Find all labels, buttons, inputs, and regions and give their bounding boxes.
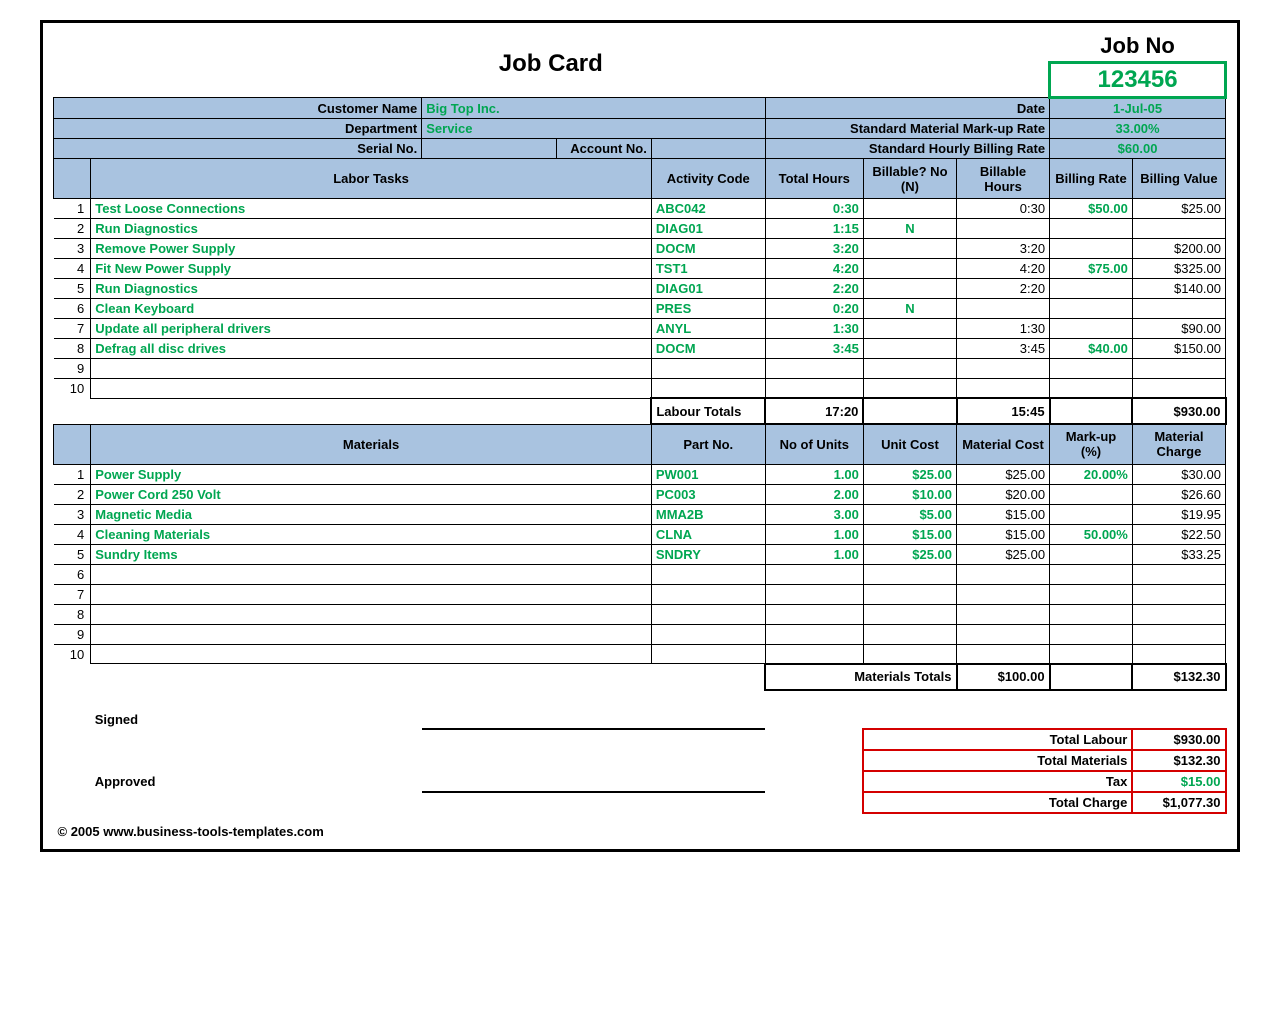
material-row: 7 — [54, 584, 1226, 604]
mat-col-markup: Mark-up (%) — [1050, 424, 1133, 464]
labor-row: 4 Fit New Power Supply TST1 4:20 4:20 $7… — [54, 259, 1226, 279]
approved-line[interactable] — [422, 771, 765, 792]
tax-value[interactable]: $15.00 — [1132, 771, 1225, 792]
labour-totals-value: $930.00 — [1132, 398, 1225, 424]
material-row: 10 — [54, 644, 1226, 664]
approved-label: Approved — [91, 771, 422, 792]
labor-row: 6 Clean Keyboard PRES 0:20 N — [54, 299, 1226, 319]
material-row: 1 Power Supply PW001 1.00 $25.00 $25.00 … — [54, 464, 1226, 484]
materials-totals-label: Materials Totals — [765, 664, 956, 690]
markup-value[interactable]: 33.00% — [1050, 119, 1226, 139]
mat-col-matcost: Material Cost — [957, 424, 1050, 464]
labor-row: 3 Remove Power Supply DOCM 3:20 3:20 $20… — [54, 239, 1226, 259]
labor-col-rate: Billing Rate — [1050, 159, 1133, 199]
date-value[interactable]: 1-Jul-05 — [1050, 98, 1226, 119]
labor-row: 1 Test Loose Connections ABC042 0:30 0:3… — [54, 199, 1226, 219]
labor-col-billq: Billable? No (N) — [863, 159, 956, 199]
material-row: 2 Power Cord 250 Volt PC003 2.00 $10.00 … — [54, 484, 1226, 504]
labour-totals-bhours: 15:45 — [957, 398, 1050, 424]
labor-row: 10 — [54, 379, 1226, 399]
total-materials-value: $132.30 — [1132, 750, 1225, 771]
materials-totals-cost: $100.00 — [957, 664, 1050, 690]
hourly-label: Standard Hourly Billing Rate — [765, 139, 1049, 159]
labor-row: 8 Defrag all disc drives DOCM 3:45 3:45 … — [54, 339, 1226, 359]
serial-value[interactable] — [422, 139, 556, 159]
material-row: 6 — [54, 564, 1226, 584]
labour-totals-hours: 17:20 — [765, 398, 863, 424]
hourly-value[interactable]: $60.00 — [1050, 139, 1226, 159]
material-row: 8 — [54, 604, 1226, 624]
total-charge-value: $1,077.30 — [1132, 792, 1225, 813]
account-value[interactable] — [651, 139, 765, 159]
date-label: Date — [765, 98, 1049, 119]
material-row: 4 Cleaning Materials CLNA 1.00 $15.00 $1… — [54, 524, 1226, 544]
labor-col-bhours: Billable Hours — [957, 159, 1050, 199]
materials-totals-charge: $132.30 — [1132, 664, 1225, 690]
labor-col-total: Total Hours — [765, 159, 863, 199]
department-label: Department — [54, 119, 422, 139]
customer-name-label: Customer Name — [54, 98, 422, 119]
jobno-value[interactable]: 123456 — [1050, 63, 1226, 98]
mat-col-part: Part No. — [651, 424, 765, 464]
signed-line[interactable] — [422, 710, 765, 729]
total-labour-label: Total Labour — [863, 729, 1132, 750]
job-card-sheet: Job Card Job No 123456 Customer Name Big… — [40, 20, 1240, 852]
labor-col-tasks: Labor Tasks — [91, 159, 652, 199]
labor-row: 9 — [54, 359, 1226, 379]
total-charge-label: Total Charge — [863, 792, 1132, 813]
signed-label: Signed — [91, 710, 422, 729]
jobno-label: Job No — [1050, 31, 1226, 63]
mat-col-materials: Materials — [91, 424, 652, 464]
labor-row: 7 Update all peripheral drivers ANYL 1:3… — [54, 319, 1226, 339]
mat-col-charge: Material Charge — [1132, 424, 1225, 464]
tax-label: Tax — [863, 771, 1132, 792]
markup-label: Standard Material Mark-up Rate — [765, 119, 1049, 139]
department-value[interactable]: Service — [422, 119, 765, 139]
customer-name[interactable]: Big Top Inc. — [422, 98, 765, 119]
material-row: 3 Magnetic Media MMA2B 3.00 $5.00 $15.00… — [54, 504, 1226, 524]
mat-col-unitcost: Unit Cost — [863, 424, 956, 464]
total-labour-value: $930.00 — [1132, 729, 1225, 750]
serial-label: Serial No. — [54, 139, 422, 159]
page-title: Job Card — [54, 31, 1050, 98]
material-row: 5 Sundry Items SNDRY 1.00 $25.00 $25.00 … — [54, 544, 1226, 564]
labor-row: 2 Run Diagnostics DIAG01 1:15 N — [54, 219, 1226, 239]
mat-col-units: No of Units — [765, 424, 863, 464]
copyright: © 2005 www.business-tools-templates.com — [54, 813, 1226, 841]
job-card-table: Job Card Job No 123456 Customer Name Big… — [53, 31, 1227, 841]
total-materials-label: Total Materials — [863, 750, 1132, 771]
labor-col-code: Activity Code — [651, 159, 765, 199]
labor-row: 5 Run Diagnostics DIAG01 2:20 2:20 $140.… — [54, 279, 1226, 299]
account-label: Account No. — [556, 139, 651, 159]
labor-col-value: Billing Value — [1132, 159, 1225, 199]
material-row: 9 — [54, 624, 1226, 644]
labour-totals-label: Labour Totals — [651, 398, 765, 424]
